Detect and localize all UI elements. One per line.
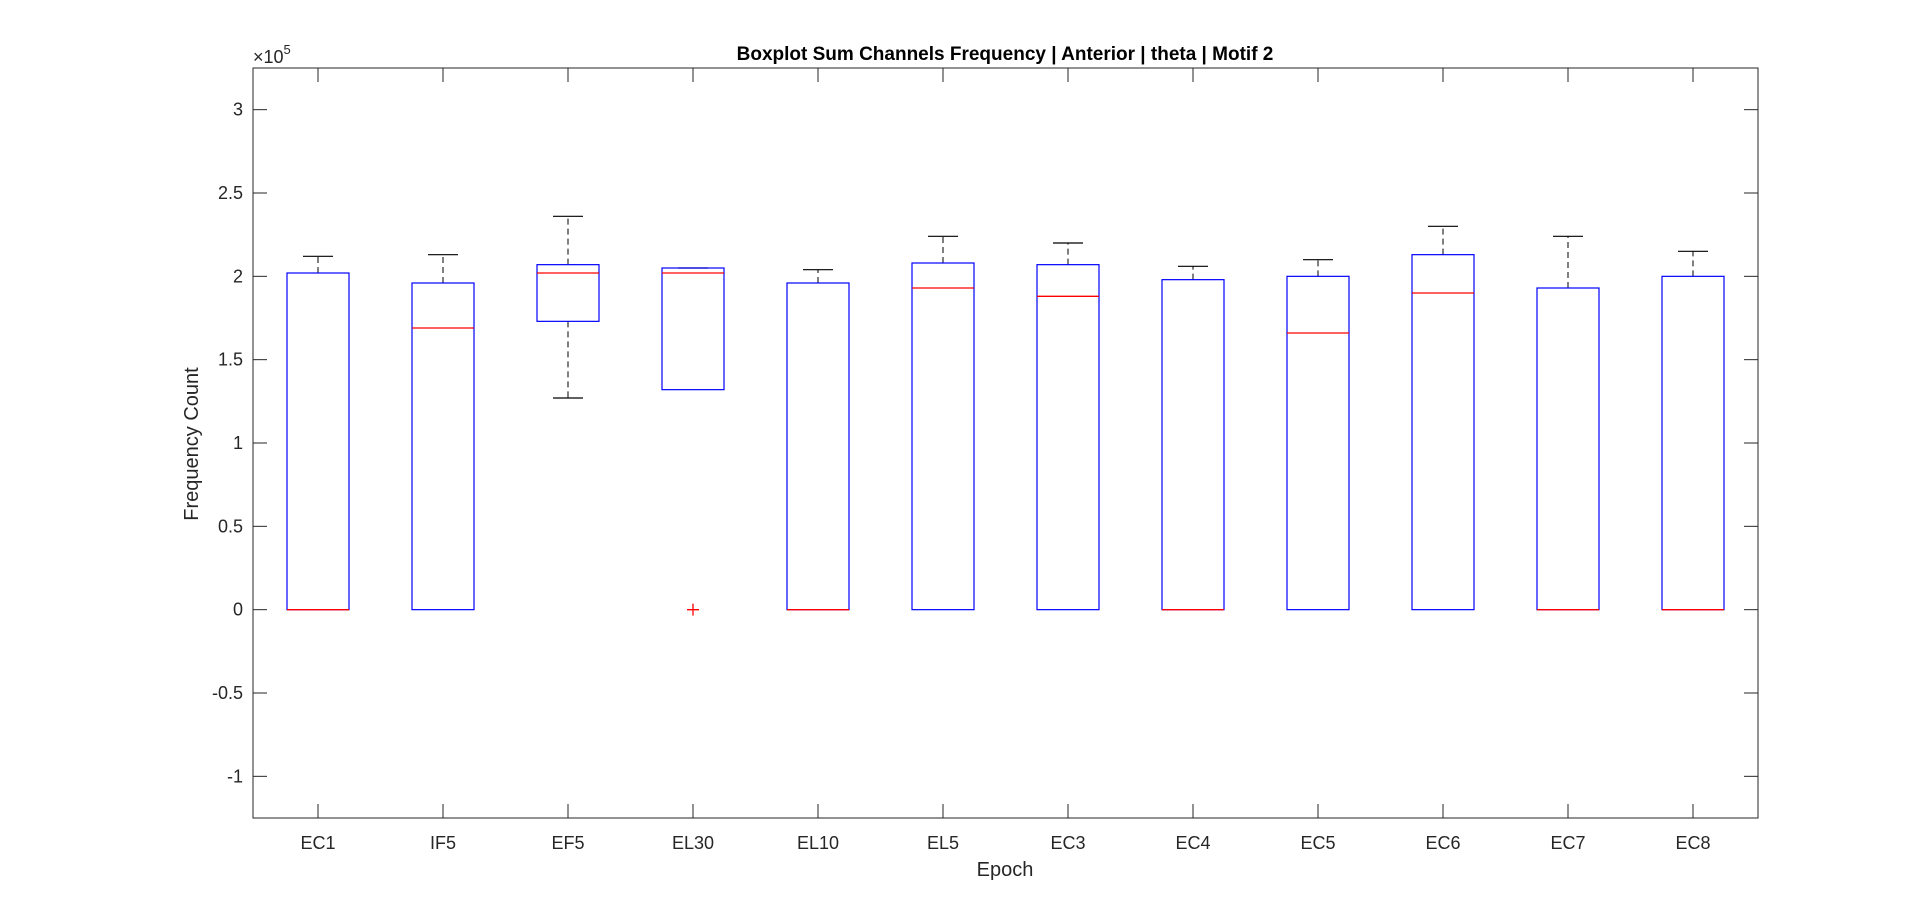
x-tick-label: EL30 <box>672 833 714 853</box>
chart-title: Boxplot Sum Channels Frequency | Anterio… <box>737 44 1274 65</box>
y-tick-label: 2 <box>233 266 243 286</box>
plot-area: -1 -0.5 0 0.5 1 1.5 2 2.5 3 EC1 IF5 EF5 EL30 EL10 EL5 E… <box>212 67 1759 853</box>
x-tick-label: EC5 <box>1300 833 1335 853</box>
outlier-marker <box>687 603 699 616</box>
box-if5 <box>411 282 475 611</box>
y-exponent-label: ×105 <box>253 42 291 67</box>
x-tick-label: EC4 <box>1175 833 1210 853</box>
x-tick-label: EC7 <box>1550 833 1585 853</box>
x-tick-label: IF5 <box>430 833 456 853</box>
x-tick-label: EC3 <box>1050 833 1085 853</box>
y-tick-label: 0 <box>233 600 243 620</box>
box-ec6 <box>1411 254 1475 611</box>
y-axis-title: Frequency Count <box>181 367 203 521</box>
x-tick-label: EF5 <box>551 833 584 853</box>
y-tick-label: -0.5 <box>212 683 243 703</box>
y-tick-label: 2.5 <box>218 183 243 203</box>
x-axis-title: Epoch <box>977 859 1034 881</box>
box-ec5 <box>1286 275 1350 611</box>
y-tick-label: 0.5 <box>218 516 243 536</box>
box-el30 <box>661 267 725 391</box>
x-tick-label: EC1 <box>300 833 335 853</box>
x-tick-label: EC6 <box>1425 833 1460 853</box>
box-ec3 <box>1036 264 1100 611</box>
y-exponent-base: ×10 <box>253 47 284 67</box>
box-ef5 <box>536 264 600 322</box>
y-tick-label: 1 <box>233 433 243 453</box>
y-tick-label: 3 <box>233 100 243 120</box>
y-tick-label: 1.5 <box>218 350 243 370</box>
y-tick-label: -1 <box>227 766 243 786</box>
x-tick-label: EC8 <box>1675 833 1710 853</box>
y-exponent-power: 5 <box>284 42 291 57</box>
x-tick-label: EL5 <box>927 833 959 853</box>
x-tick-label: EL10 <box>797 833 839 853</box>
box-el5 <box>911 262 975 611</box>
